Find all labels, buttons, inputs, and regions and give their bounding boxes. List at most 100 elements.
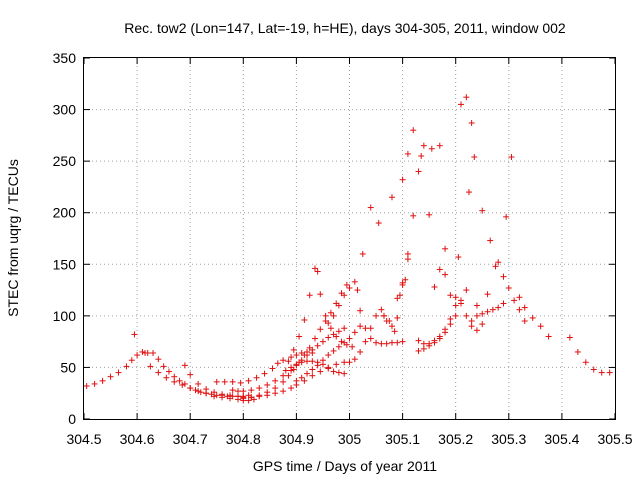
data-point (442, 329, 449, 336)
data-point (195, 388, 202, 395)
data-point (234, 388, 241, 395)
data-point (131, 331, 138, 338)
data-point (351, 356, 358, 363)
data-point (155, 369, 162, 376)
x-tick-label: 304.6 (120, 431, 155, 447)
data-point (436, 266, 443, 273)
data-point (317, 368, 324, 375)
data-point (304, 370, 311, 377)
data-point (521, 318, 528, 325)
data-point (346, 285, 353, 292)
data-point (357, 307, 364, 314)
data-point (213, 392, 220, 399)
data-point (479, 310, 486, 317)
data-point (203, 386, 210, 393)
data-point (288, 385, 295, 392)
data-point (341, 370, 348, 377)
y-tick-label: 300 (53, 102, 77, 118)
data-point (399, 176, 406, 183)
data-point (455, 254, 462, 261)
data-point (335, 369, 342, 376)
data-point (404, 250, 411, 257)
data-point (495, 304, 502, 311)
y-tick-label: 250 (53, 153, 77, 169)
data-point (338, 338, 345, 345)
data-point (378, 306, 385, 313)
data-point (415, 347, 422, 354)
data-point (362, 338, 369, 345)
data-point (500, 273, 507, 280)
data-point (311, 335, 318, 342)
data-point (280, 388, 287, 395)
data-point (428, 145, 435, 152)
data-point (399, 279, 406, 286)
data-point (272, 385, 279, 392)
y-axis-label: STEC from uqrg / TECUs (5, 159, 21, 317)
data-point (479, 207, 486, 214)
data-point (489, 306, 496, 313)
data-point (566, 334, 573, 341)
data-point (420, 142, 427, 149)
data-point (309, 358, 316, 365)
data-point (582, 359, 589, 366)
data-point (521, 304, 528, 311)
data-point (245, 377, 252, 384)
data-point (442, 271, 449, 278)
chart-title: Rec. tow2 (Lon=147, Lat=-19, h=HE), days… (124, 20, 566, 36)
data-point (529, 314, 536, 321)
y-tick-label: 100 (53, 308, 77, 324)
data-point (330, 312, 337, 319)
data-point (327, 325, 334, 332)
data-point (341, 325, 348, 332)
data-point (171, 373, 178, 380)
data-point (341, 339, 348, 346)
data-point (447, 292, 454, 299)
data-point (468, 119, 475, 126)
data-point (463, 287, 470, 294)
data-point (325, 352, 332, 359)
data-point (99, 377, 106, 384)
data-point (391, 328, 398, 335)
data-point (245, 397, 252, 404)
data-point (83, 382, 90, 389)
data-point (505, 285, 512, 292)
data-point (343, 281, 350, 288)
data-point (606, 369, 613, 376)
data-point (176, 377, 183, 384)
x-tick-label: 305 (338, 431, 362, 447)
data-point (418, 152, 425, 159)
data-point (388, 323, 395, 330)
y-tick-label: 0 (68, 411, 76, 427)
data-point (431, 339, 438, 346)
data-point (349, 343, 356, 350)
data-point (296, 333, 303, 340)
data-point (367, 325, 374, 332)
plot-frame (83, 57, 616, 420)
data-point (285, 372, 292, 379)
data-point (452, 294, 459, 301)
data-point (410, 127, 417, 134)
data-point (240, 388, 247, 395)
data-point (590, 366, 597, 373)
data-point (256, 385, 263, 392)
data-point (373, 339, 380, 346)
data-point (516, 306, 523, 313)
data-point (354, 287, 361, 294)
data-point (325, 334, 332, 341)
data-point (142, 349, 149, 356)
data-point (399, 338, 406, 345)
data-point (388, 339, 395, 346)
data-point (458, 101, 465, 108)
data-point (309, 366, 316, 373)
data-point (388, 194, 395, 201)
data-point (473, 302, 480, 309)
data-point (394, 314, 401, 321)
data-point (503, 213, 510, 220)
data-point (436, 335, 443, 342)
data-point (272, 377, 279, 384)
data-point (511, 297, 518, 304)
data-point (442, 245, 449, 252)
data-point (248, 387, 255, 394)
data-point (378, 340, 385, 347)
x-tick-label: 305.4 (544, 431, 579, 447)
